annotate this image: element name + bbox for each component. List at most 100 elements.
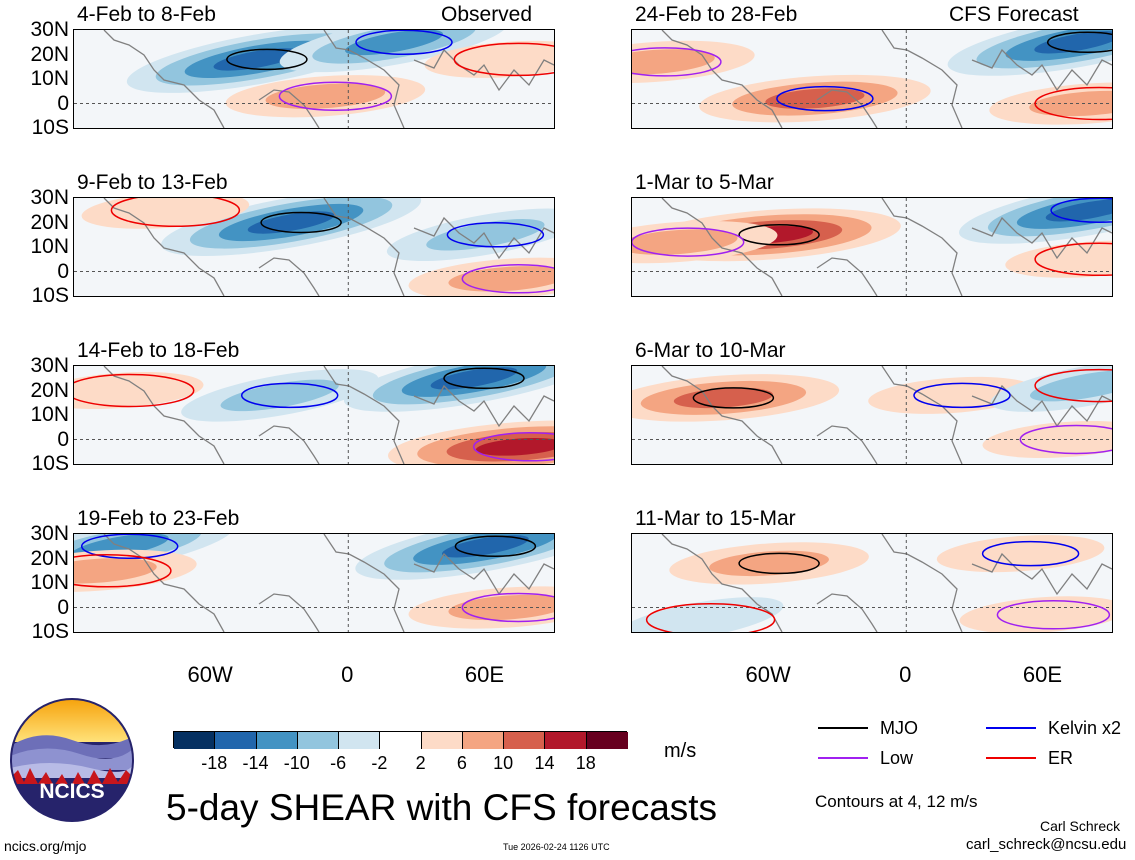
contour-line xyxy=(240,382,339,409)
map-panel xyxy=(631,533,1113,633)
contour-line xyxy=(776,85,874,112)
colorbar-swatch xyxy=(462,732,505,749)
y-tick-label: 10N xyxy=(30,571,69,594)
legend-label: Low xyxy=(880,748,914,768)
contour-line xyxy=(80,534,179,560)
author-name: Carl Schreck xyxy=(1040,818,1121,834)
x-tick-label: 0 xyxy=(899,662,912,687)
contour-line xyxy=(645,603,776,632)
colorbar-units: m/s xyxy=(664,740,697,762)
colorbar-swatch xyxy=(297,732,340,749)
y-tick-label: 0 xyxy=(57,91,69,115)
source-url: ncics.org/mjo xyxy=(4,838,87,854)
y-tick-label: 10S xyxy=(31,452,69,475)
y-tick-label: 20N xyxy=(30,546,69,570)
contour-line xyxy=(738,224,820,246)
contour-line xyxy=(446,222,545,248)
y-tick-label: 20N xyxy=(30,42,69,66)
panel-title: 14-Feb to 18-Feb xyxy=(77,339,240,362)
contour-line xyxy=(472,432,554,462)
legend-label: MJO xyxy=(880,718,918,738)
ncics-logo: NCICS xyxy=(10,698,134,822)
logo-text: NCICS xyxy=(39,780,104,803)
legend-line xyxy=(986,757,1036,759)
coastline xyxy=(103,30,554,128)
contour-line xyxy=(110,198,241,228)
y-tick-label: 0 xyxy=(57,259,69,283)
contour-line xyxy=(461,592,554,623)
panel-plot xyxy=(74,534,554,632)
shear-blob xyxy=(632,229,738,255)
contour-line xyxy=(260,211,342,234)
y-tick-label: 10N xyxy=(30,403,69,426)
contour-line xyxy=(1050,198,1112,224)
panel-title: 1-Mar to 5-Mar xyxy=(635,171,774,194)
y-tick-label: 30N xyxy=(30,18,69,41)
coastline xyxy=(103,198,554,296)
shear-blob xyxy=(475,437,554,456)
colorbar-swatch xyxy=(256,732,298,749)
coastline xyxy=(661,30,1112,128)
colorbar-swatch xyxy=(380,732,422,749)
colorbar-tick-label: -6 xyxy=(330,753,347,773)
y-tick-label: 0 xyxy=(57,427,69,451)
x-tick-label: 0 xyxy=(341,662,354,687)
y-tick-label: 10S xyxy=(31,116,69,139)
contour-line xyxy=(461,264,554,294)
x-tick-label: 60W xyxy=(187,662,233,687)
contour-line xyxy=(632,227,745,257)
x-tick-label: 60W xyxy=(745,662,791,687)
colorbar-tick-label: -18 xyxy=(201,753,228,773)
panel-title: 9-Feb to 13-Feb xyxy=(77,171,228,194)
colorbar-swatch xyxy=(504,732,546,749)
contour-line xyxy=(278,81,393,111)
panel-plot xyxy=(632,534,1112,632)
legend-label: Kelvin x2 xyxy=(1048,718,1122,738)
contour-line xyxy=(453,42,554,77)
colorbar-swatch xyxy=(174,732,216,749)
contour-line xyxy=(226,48,308,71)
contour-line xyxy=(692,387,775,409)
colorbar-swatch xyxy=(215,732,257,749)
coastline xyxy=(661,198,1112,296)
coastline xyxy=(103,366,554,464)
legend-line xyxy=(818,757,868,759)
colorbar-tick-label: 6 xyxy=(456,753,467,773)
x-tick-label: 60E xyxy=(464,662,504,687)
author-email: carl_schreck@ncsu.edu xyxy=(966,836,1127,853)
panel-title: 19-Feb to 23-Feb xyxy=(77,507,240,530)
panel-title: 4-Feb to 8-Feb xyxy=(77,3,216,26)
contour-line xyxy=(443,367,525,390)
contour-line xyxy=(1019,424,1112,455)
colorbar-tick-label: 10 xyxy=(493,753,514,773)
coastline xyxy=(661,366,1112,464)
x-tick-label: 60E xyxy=(1022,662,1062,687)
colorbar-tick-label: 2 xyxy=(415,753,426,773)
contour-line xyxy=(355,30,453,56)
contour-line xyxy=(74,373,195,408)
y-tick-label: 20N xyxy=(30,210,69,234)
contour-note: Contours at 4, 12 m/s xyxy=(815,792,978,811)
panel-plot xyxy=(74,198,554,296)
shear-blob xyxy=(632,597,784,632)
coastline xyxy=(103,534,554,632)
shear-blob xyxy=(1029,369,1112,402)
colorbar xyxy=(173,731,628,749)
observed-header: Observed xyxy=(441,3,533,26)
colorbar-swatch xyxy=(586,732,628,749)
contour-line xyxy=(1034,86,1112,121)
y-tick-label: 10N xyxy=(30,67,69,90)
map-panel xyxy=(73,29,555,129)
contour-line xyxy=(454,535,537,558)
shear-blob xyxy=(220,379,339,412)
map-panel xyxy=(73,197,555,297)
panel-plot xyxy=(74,30,554,128)
contour-line xyxy=(913,382,1011,409)
map-panel xyxy=(631,29,1113,129)
y-tick-label: 30N xyxy=(30,354,69,377)
y-tick-label: 20N xyxy=(30,378,69,402)
map-panel xyxy=(73,533,555,633)
contour-line xyxy=(996,600,1111,630)
contour-line xyxy=(1046,31,1112,54)
colorbar-tick-label: -2 xyxy=(371,753,388,773)
